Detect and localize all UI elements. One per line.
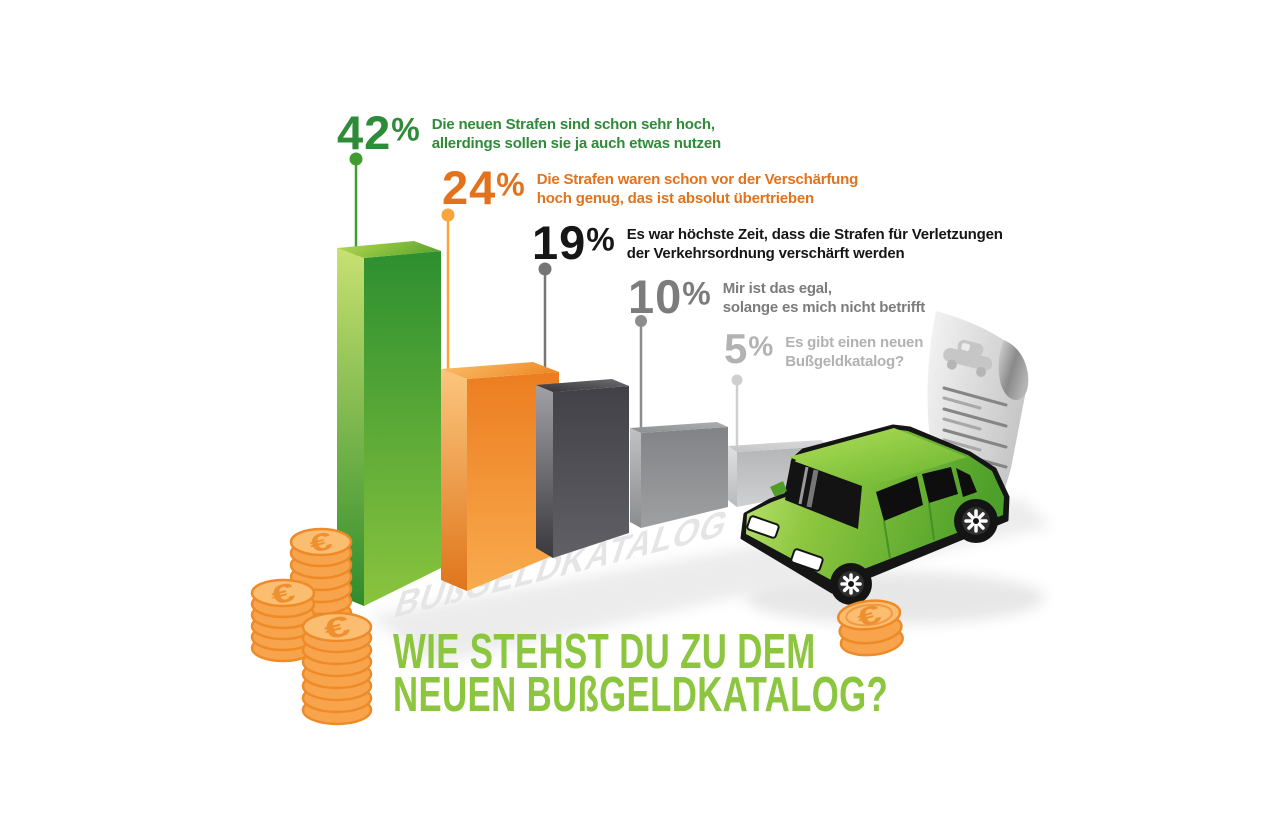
stat-description-line: hoch genug, das ist absolut übertrieben (536, 189, 814, 207)
headline-line-1: WIE STEHST DU ZU DEM (393, 625, 816, 679)
stat-description: Mir ist das egal, solange es mich nicht … (722, 278, 926, 317)
glyph-car-window (961, 343, 970, 351)
stat-description-line: der Verkehrsordnung verschärft werden (626, 244, 905, 262)
car-mirror (770, 481, 787, 497)
coin-face (250, 578, 316, 608)
stat-value: 42% (337, 109, 420, 156)
car-headlight-right (790, 548, 824, 572)
stat-description: Die neuen Strafen sind schon sehr hoch, … (432, 114, 721, 153)
stat-value: 24% (442, 164, 525, 211)
stat-number: 10 (628, 270, 683, 323)
stat-number: 5 (724, 325, 749, 372)
scroll-roll (998, 340, 1029, 401)
bar-10-front-face (641, 427, 728, 528)
green-car-illustration (740, 424, 1010, 605)
bar-19-left-face (536, 385, 553, 558)
car-side-window (876, 476, 923, 521)
windshield-streak (806, 469, 819, 508)
stat-description-line: Mir ist das egal, (722, 280, 832, 297)
percentage-pins (349, 152, 743, 450)
bar-24-top-face (441, 362, 559, 379)
bar-42-front-face (364, 251, 441, 606)
stat-description-line: allerdings sollen sie ja auch etwas nutz… (431, 134, 721, 152)
stat-number: 42 (337, 106, 392, 159)
headline-line-2: NEUEN BUßGELDKATALOG? (393, 668, 889, 722)
coin-stack-left: € (250, 577, 316, 663)
glyph-car-wheel (976, 366, 987, 377)
pin-dot-5 (731, 374, 743, 386)
pin-dot-10 (635, 315, 647, 327)
stat-description: Es war höchste Zeit, dass die Strafen fü… (627, 224, 1003, 263)
car-front-wheel (830, 563, 872, 605)
bar-10-left-face (630, 428, 641, 528)
car-roof (789, 428, 967, 488)
stat-19-percent: 19% Es war höchste Zeit, dass die Strafe… (532, 219, 1003, 266)
bar-42-top-face (337, 241, 441, 258)
car-headlight-left (746, 515, 780, 539)
bar-42-percent (337, 241, 441, 606)
stat-description-line: Bußgeldkatalog? (785, 352, 904, 370)
stat-description-line: solange es mich nicht betrifft (722, 298, 926, 316)
windshield-streak (798, 466, 809, 505)
infographic-headline: WIE STEHST DU ZU DEM NEUEN BUßGELDKATALO… (393, 625, 889, 722)
bar-24-left-face (441, 369, 467, 591)
car-rear-window (956, 468, 977, 497)
stat-number: 19 (532, 216, 587, 269)
stat-value: 5% (724, 328, 774, 370)
stat-description-line: Die Strafen waren schon vor der Verschär… (536, 171, 859, 188)
coin-face (301, 611, 373, 643)
percent-sign: % (682, 275, 711, 312)
car-rear-wheel (954, 499, 998, 543)
stat-24-percent: 24% Die Strafen waren schon vor der Vers… (442, 164, 859, 211)
pin-dot-42 (349, 152, 363, 166)
bar-5-top-face (728, 440, 830, 452)
bar-5-left-face (728, 446, 737, 507)
stat-description-line: Es war höchste Zeit, dass die Strafen fü… (626, 226, 1003, 243)
car-body (746, 429, 1004, 581)
car-door-seams (883, 502, 935, 559)
percent-sign: % (748, 330, 774, 362)
bar-19-percent (536, 379, 629, 558)
pin-dot-24 (441, 208, 455, 222)
stat-description-line: Die neuen Strafen sind schon sehr hoch, (431, 116, 715, 133)
euro-coin-stacks: € € € (250, 527, 373, 726)
stat-42-percent: 42% Die neuen Strafen sind schon sehr ho… (337, 109, 721, 156)
coin-stack-front: € (301, 609, 373, 726)
car-side-window (922, 467, 958, 503)
pin-dot-19 (538, 262, 552, 276)
percent-sign: % (391, 111, 420, 148)
stat-description-line: Es gibt einen neuen (785, 334, 924, 351)
percent-sign: % (496, 166, 525, 203)
scroll-car-glyph (943, 339, 993, 377)
bar-10-percent (630, 422, 728, 528)
stat-value: 19% (532, 219, 615, 266)
coin-stack-small: € (836, 599, 904, 657)
stat-number: 24 (442, 161, 497, 214)
stat-5-percent: 5% Es gibt einen neuen Bußgeldkatalog? (724, 328, 923, 371)
stat-description: Es gibt einen neuen Bußgeldkatalog? (785, 332, 923, 371)
bar-10-top-face (630, 422, 728, 433)
bar-19-front-face (553, 386, 629, 558)
bar-19-top-face (536, 379, 629, 392)
bar-42-left-face (337, 248, 364, 606)
stat-value: 10% (628, 273, 711, 320)
percent-sign: % (586, 221, 615, 258)
coin-rim (845, 603, 894, 627)
stat-10-percent: 10% Mir ist das egal, solange es mich ni… (628, 273, 926, 320)
glyph-car-wheel (946, 359, 957, 370)
coin-face (289, 527, 353, 557)
glyph-car-body (943, 347, 993, 371)
stat-description: Die Strafen waren schon vor der Verschär… (536, 169, 859, 208)
